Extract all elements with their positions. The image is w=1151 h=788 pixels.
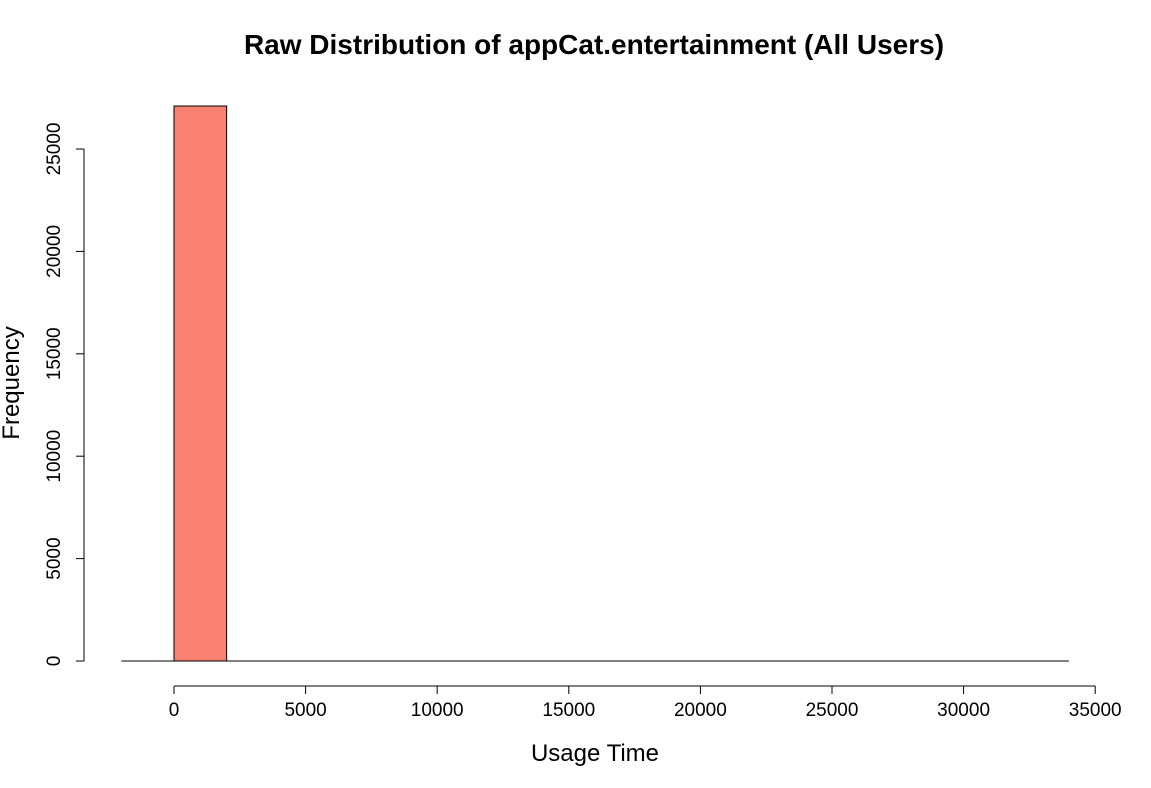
y-tick-label: 20000 [44,225,65,278]
y-tick-label: 0 [44,656,65,667]
x-tick-label: 35000 [1069,700,1122,721]
y-tick-label: 5000 [44,537,65,579]
x-tick-label: 20000 [674,700,727,721]
x-tick-label: 25000 [806,700,859,721]
chart-title: Raw Distribution of appCat.entertainment… [244,29,944,60]
y-tick-label: 15000 [44,327,65,380]
x-tick-label: 0 [169,700,180,721]
x-tick-label: 10000 [411,700,464,721]
x-axis: 0 5000 10000 15000 20000 25000 30000 35000 [169,685,1122,721]
x-tick-label: 30000 [937,700,990,721]
y-tick-label: 25000 [44,123,65,176]
y-axis-title: Frequency [0,326,25,439]
histogram-bar-0 [173,105,228,662]
y-axis: 0 5000 10000 15000 20000 25000 [44,123,85,667]
x-tick-label: 5000 [284,700,326,721]
histogram-bars [121,105,1069,662]
y-tick-label: 10000 [44,430,65,483]
x-axis-title: Usage Time [531,740,659,767]
x-tick-label: 15000 [542,700,595,721]
